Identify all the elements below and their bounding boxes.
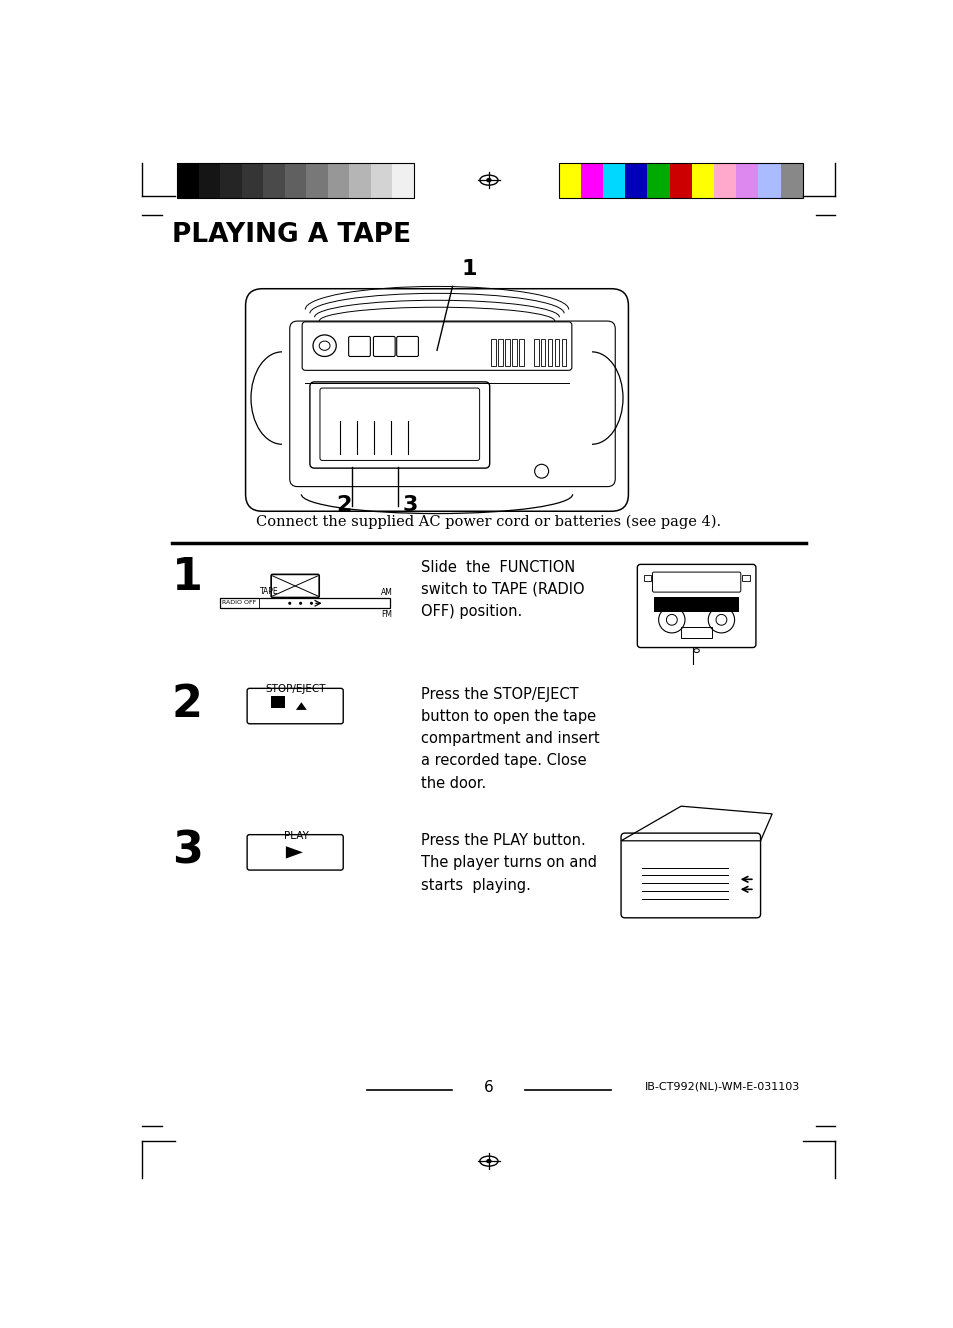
Bar [643, 575, 651, 582]
Polygon shape [286, 846, 303, 858]
Bar [328, 163, 349, 198]
Bar [518, 339, 523, 365]
Text: PLAY: PLAY [283, 831, 308, 841]
Bar [505, 339, 509, 365]
Bar [713, 163, 736, 198]
Bar [220, 163, 242, 198]
Text: Press the PLAY button.
The player turns on and
starts  playing.: Press the PLAY button. The player turns … [421, 833, 597, 892]
Ellipse shape [298, 602, 302, 604]
Bar [555, 339, 558, 365]
Text: 3: 3 [402, 495, 417, 515]
Bar [758, 163, 780, 198]
Bar [177, 163, 198, 198]
Ellipse shape [486, 1159, 491, 1163]
Text: Connect the supplied AC power cord or batteries (see page 4).: Connect the supplied AC power cord or ba… [256, 514, 720, 529]
Bar [647, 163, 669, 198]
Text: TAPE: TAPE [259, 587, 278, 596]
Bar [691, 163, 713, 198]
Bar [371, 163, 392, 198]
Text: 2: 2 [336, 495, 352, 515]
Bar [306, 163, 328, 198]
Text: STOP/EJECT: STOP/EJECT [266, 684, 326, 695]
Bar [177, 163, 414, 198]
Bar [558, 163, 802, 198]
Bar [540, 339, 545, 365]
Bar [669, 163, 691, 198]
Bar [491, 339, 496, 365]
Polygon shape [295, 703, 307, 710]
Text: 2: 2 [172, 683, 203, 726]
Bar [497, 339, 502, 365]
Ellipse shape [288, 602, 291, 604]
Text: IB-CT992(NL)-WM-E-031103: IB-CT992(NL)-WM-E-031103 [644, 1082, 799, 1092]
Text: PLAYING A TAPE: PLAYING A TAPE [172, 222, 411, 248]
Bar [271, 696, 285, 708]
Bar [680, 627, 711, 639]
Bar [736, 163, 758, 198]
Bar [242, 163, 263, 198]
Bar [285, 163, 306, 198]
Bar [741, 575, 749, 582]
Bar [512, 339, 517, 365]
Text: FM: FM [381, 610, 392, 619]
Bar [624, 163, 647, 198]
Bar [558, 163, 580, 198]
Bar [547, 339, 552, 365]
Bar [654, 596, 739, 612]
Bar [198, 163, 220, 198]
Bar [220, 598, 390, 608]
Text: RADIO OFF: RADIO OFF [222, 600, 256, 606]
Text: 6: 6 [483, 1080, 494, 1094]
Ellipse shape [310, 602, 313, 604]
Text: Press the STOP/EJECT
button to open the tape
compartment and insert
a recorded t: Press the STOP/EJECT button to open the … [421, 687, 599, 790]
Bar [602, 163, 624, 198]
Bar [349, 163, 371, 198]
Bar [580, 163, 602, 198]
Text: Slide  the  FUNCTION
switch to TAPE (RADIO
OFF) position.: Slide the FUNCTION switch to TAPE (RADIO… [421, 560, 584, 619]
Text: 1: 1 [461, 259, 476, 279]
Ellipse shape [486, 178, 491, 182]
Bar [263, 163, 285, 198]
Bar [392, 163, 414, 198]
Text: 1: 1 [172, 556, 203, 599]
Text: 3: 3 [172, 829, 203, 872]
Bar [561, 339, 566, 365]
Text: AM: AM [380, 588, 392, 598]
Bar [220, 598, 258, 608]
Bar [780, 163, 802, 198]
Bar [534, 339, 537, 365]
